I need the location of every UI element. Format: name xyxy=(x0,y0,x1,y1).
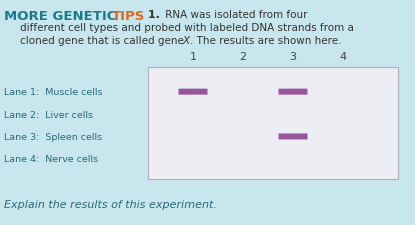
Text: 3: 3 xyxy=(290,52,296,62)
Text: cloned gene that is called gene: cloned gene that is called gene xyxy=(20,36,187,46)
FancyBboxPatch shape xyxy=(178,89,208,95)
Text: 1.: 1. xyxy=(144,10,160,20)
Text: MORE GENETIC: MORE GENETIC xyxy=(4,10,121,23)
Text: Lane 3:  Spleen cells: Lane 3: Spleen cells xyxy=(4,132,102,141)
Text: Lane 2:  Liver cells: Lane 2: Liver cells xyxy=(4,110,93,119)
FancyBboxPatch shape xyxy=(278,134,308,140)
FancyBboxPatch shape xyxy=(148,68,398,179)
Text: 1: 1 xyxy=(190,52,196,62)
Text: X: X xyxy=(182,36,189,46)
Text: RNA was isolated from four: RNA was isolated from four xyxy=(162,10,308,20)
Text: Lane 1:  Muscle cells: Lane 1: Muscle cells xyxy=(4,88,103,97)
Text: . The results are shown here.: . The results are shown here. xyxy=(190,36,342,46)
Text: 4: 4 xyxy=(339,52,347,62)
Text: TIPS: TIPS xyxy=(112,10,145,23)
Text: Explain the results of this experiment.: Explain the results of this experiment. xyxy=(4,199,217,209)
FancyBboxPatch shape xyxy=(278,89,308,95)
Text: 2: 2 xyxy=(239,52,247,62)
Text: Lane 4:  Nerve cells: Lane 4: Nerve cells xyxy=(4,155,98,164)
Text: different cell types and probed with labeled DNA strands from a: different cell types and probed with lab… xyxy=(20,23,354,33)
